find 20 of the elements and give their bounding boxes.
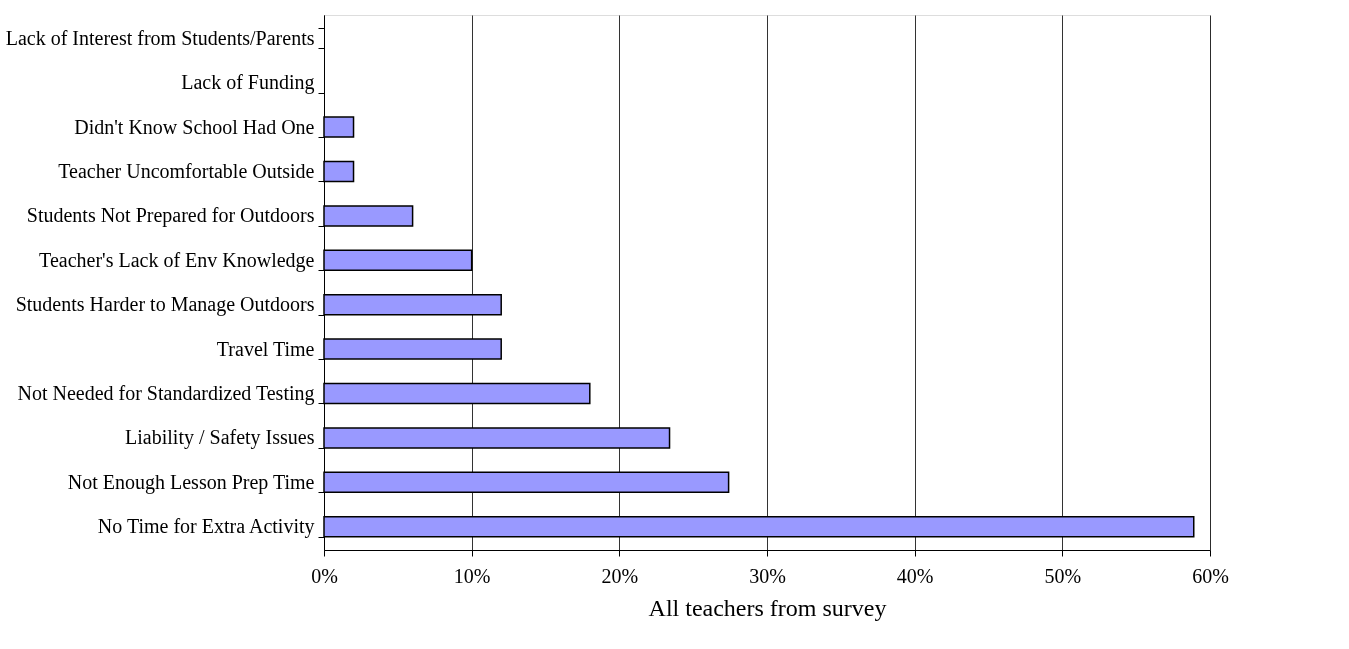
y-tick-label: Lack of Interest from Students/Parents: [5, 26, 315, 49]
x-tick-label: 0%: [311, 564, 338, 587]
y-tick-label: Teacher Uncomfortable Outside: [58, 160, 315, 182]
x-tick-label: 10%: [453, 564, 491, 587]
y-tick-label: Lack of Funding: [181, 71, 315, 95]
y-tick-label: Students Harder to Manage Outdoors: [15, 293, 315, 317]
x-tick-label: 40%: [896, 564, 934, 587]
y-tick-label: Students Not Prepared for Outdoors: [26, 204, 315, 228]
x-tick-label: 50%: [1044, 564, 1082, 587]
x-tick-label: 60%: [1192, 564, 1229, 587]
y-tick-label: Not Enough Lesson Prep Time: [67, 470, 315, 494]
x-tick-label: 30%: [749, 564, 786, 587]
y-tick-label: Travel Time: [216, 337, 315, 360]
y-tick-label: Teacher's Lack of Env Knowledge: [39, 248, 315, 272]
x-tick-label: 20%: [601, 564, 639, 587]
y-tick-label: No Time for Extra Activity: [97, 515, 315, 539]
y-tick-label: Not Needed for Standardized Testing: [17, 382, 315, 405]
x-axis-title: All teachers from survey: [648, 594, 887, 621]
y-tick-label: Liability / Safety Issues: [125, 426, 315, 450]
y-tick-label: Didn't Know School Had One: [74, 115, 315, 138]
